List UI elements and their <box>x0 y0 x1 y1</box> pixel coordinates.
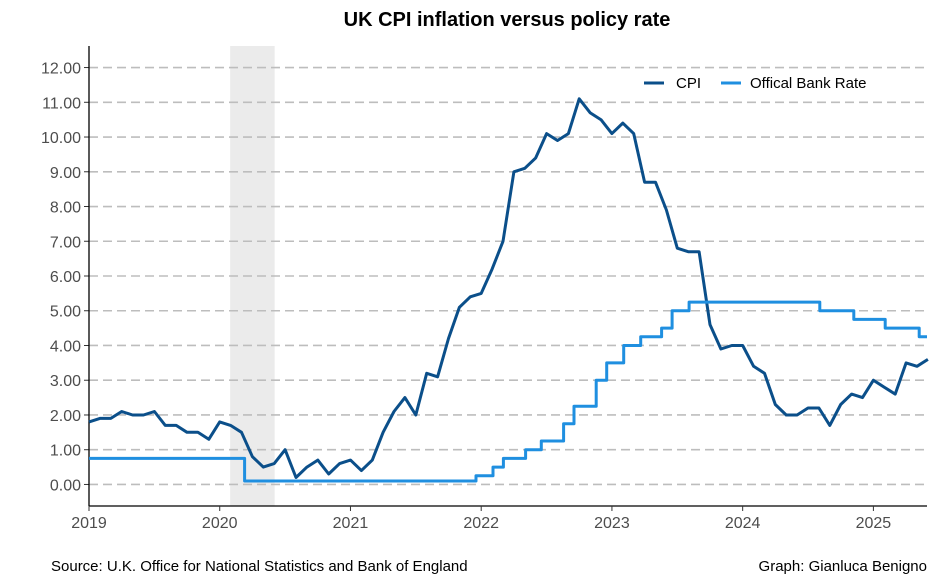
y-tick-label: 6.00 <box>50 269 81 286</box>
axis-layer: 0.00 1.00 2.00 3.00 4.00 5.00 6.00 7.00 8.00 9.00… <box>41 46 927 532</box>
y-tick-label: 9.00 <box>50 165 81 182</box>
x-tick-label: 2022 <box>463 515 499 532</box>
y-tick-label: 5.00 <box>50 304 81 321</box>
legend-label-cpi: CPI <box>676 75 701 92</box>
y-tick-label: 0.00 <box>50 477 81 494</box>
y-tick-label: 3.00 <box>50 373 81 390</box>
x-tick-label: 2021 <box>333 515 369 532</box>
y-tick-label: 2.00 <box>50 408 81 425</box>
y-tick-label: 12.00 <box>41 61 81 78</box>
series-layer <box>88 97 929 483</box>
grid-layer <box>89 66 927 486</box>
y-tick-label: 8.00 <box>50 200 81 217</box>
series-line-bank-rate <box>89 300 927 483</box>
chart: UK CPI inflation versus policy rate 0.00… <box>41 9 929 532</box>
x-tick-label: 2025 <box>856 515 892 532</box>
legend-label-bank-rate: Offical Bank Rate <box>750 75 866 92</box>
x-tick-label: 2019 <box>71 515 107 532</box>
y-tick-label: 11.00 <box>42 95 81 112</box>
legend: CPI Offical Bank Rate <box>644 75 866 92</box>
y-tick-label: 7.00 <box>50 234 81 251</box>
source-note: Source: U.K. Office for National Statist… <box>51 558 468 575</box>
y-tick-label: 10.00 <box>41 130 81 147</box>
y-tick-label: 4.00 <box>50 338 81 355</box>
graph-credit: Graph: Gianluca Benigno <box>758 558 927 575</box>
y-tick-label: 1.00 <box>50 443 81 460</box>
series-line-cpi <box>88 97 929 479</box>
x-tick-label: 2020 <box>202 515 238 532</box>
chart-title: UK CPI inflation versus policy rate <box>344 9 671 31</box>
x-tick-label: 2023 <box>594 515 630 532</box>
x-tick-label: 2024 <box>725 515 761 532</box>
